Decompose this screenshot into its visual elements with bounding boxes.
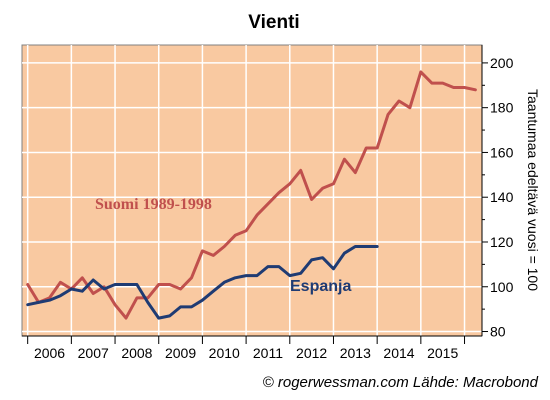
y-tick-label: 100 bbox=[490, 279, 514, 295]
y-tick-label: 120 bbox=[490, 234, 514, 250]
x-axis: 2006 2007 2008 2009 2010 2011 2012 2013 2014 2015 bbox=[22, 335, 482, 361]
x-tick-label: 2015 bbox=[427, 345, 458, 361]
x-tick-label: 2010 bbox=[209, 345, 240, 361]
x-tick-label: 2012 bbox=[296, 345, 327, 361]
y-tick-label: 160 bbox=[490, 144, 514, 160]
label-suomi: Suomi 1989-1998 bbox=[95, 196, 212, 213]
y-axis: 80 100 120 140 160 180 200 bbox=[481, 45, 514, 340]
y-tick-label: 200 bbox=[490, 55, 514, 71]
gridlines bbox=[22, 45, 482, 336]
y-tick-label: 180 bbox=[490, 100, 514, 116]
label-espanja: Espanja bbox=[290, 278, 351, 295]
y-tick-label: 140 bbox=[490, 189, 514, 205]
x-tick-label: 2013 bbox=[340, 345, 371, 361]
series-line-espanja bbox=[26, 245, 379, 320]
x-tick-label: 2008 bbox=[121, 345, 152, 361]
y-tick-label: 80 bbox=[490, 324, 506, 340]
x-tick-label: 2006 bbox=[34, 345, 65, 361]
chart-title: Vienti bbox=[248, 12, 299, 33]
x-tick-label: 2014 bbox=[383, 345, 414, 361]
series-lines bbox=[26, 70, 477, 320]
x-tick-label: 2011 bbox=[253, 345, 283, 361]
x-tick-label: 2009 bbox=[165, 345, 196, 361]
x-tick-label: 2007 bbox=[78, 345, 109, 361]
y-axis-title: Taantumaa edeltävä vuosi = 100 bbox=[525, 89, 541, 291]
credit-text: © rogerwessman.com Lähde: Macrobond bbox=[263, 374, 539, 391]
